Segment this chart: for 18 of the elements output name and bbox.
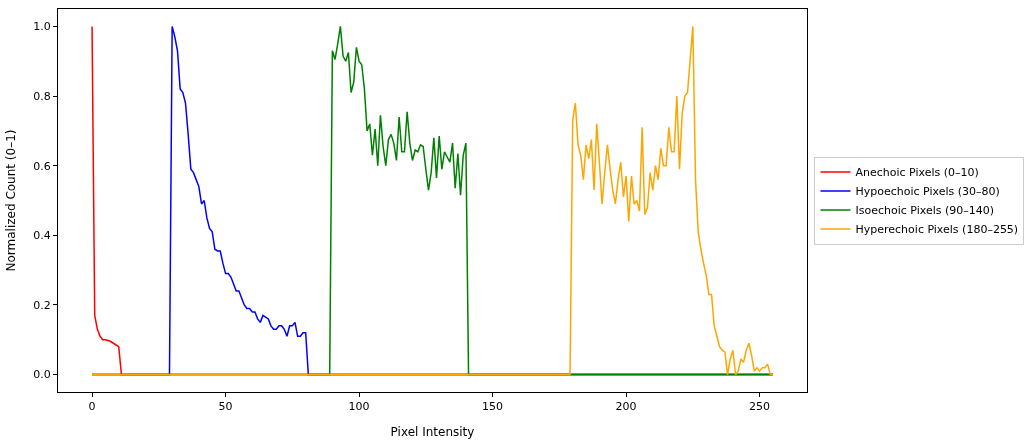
legend-label: Hypoechoic Pixels (30–80) xyxy=(855,185,1000,199)
x-tick-label: 0 xyxy=(88,400,96,414)
y-tick-label: 0.8 xyxy=(33,89,51,103)
legend-label: Anechoic Pixels (0–10) xyxy=(855,166,979,180)
x-tick-label: 50 xyxy=(218,400,233,414)
x-tick-label: 150 xyxy=(482,400,504,414)
y-tick-label: 0.6 xyxy=(33,159,51,173)
legend-label: Isoechoic Pixels (90–140) xyxy=(855,204,995,218)
y-tick-label: 0.4 xyxy=(33,229,51,243)
y-tick-label: 0.2 xyxy=(33,298,51,312)
legend-label: Hyperechoic Pixels (180–255) xyxy=(855,223,1019,237)
x-axis-title: Pixel Intensity xyxy=(390,425,475,440)
y-axis-title: Normalized Count (0–1) xyxy=(3,129,18,272)
x-tick-label: 100 xyxy=(348,400,370,414)
y-tick-label: 1.0 xyxy=(33,20,51,34)
y-tick-label: 0.0 xyxy=(33,368,51,382)
x-tick-label: 250 xyxy=(749,400,771,414)
x-tick-label: 200 xyxy=(615,400,637,414)
